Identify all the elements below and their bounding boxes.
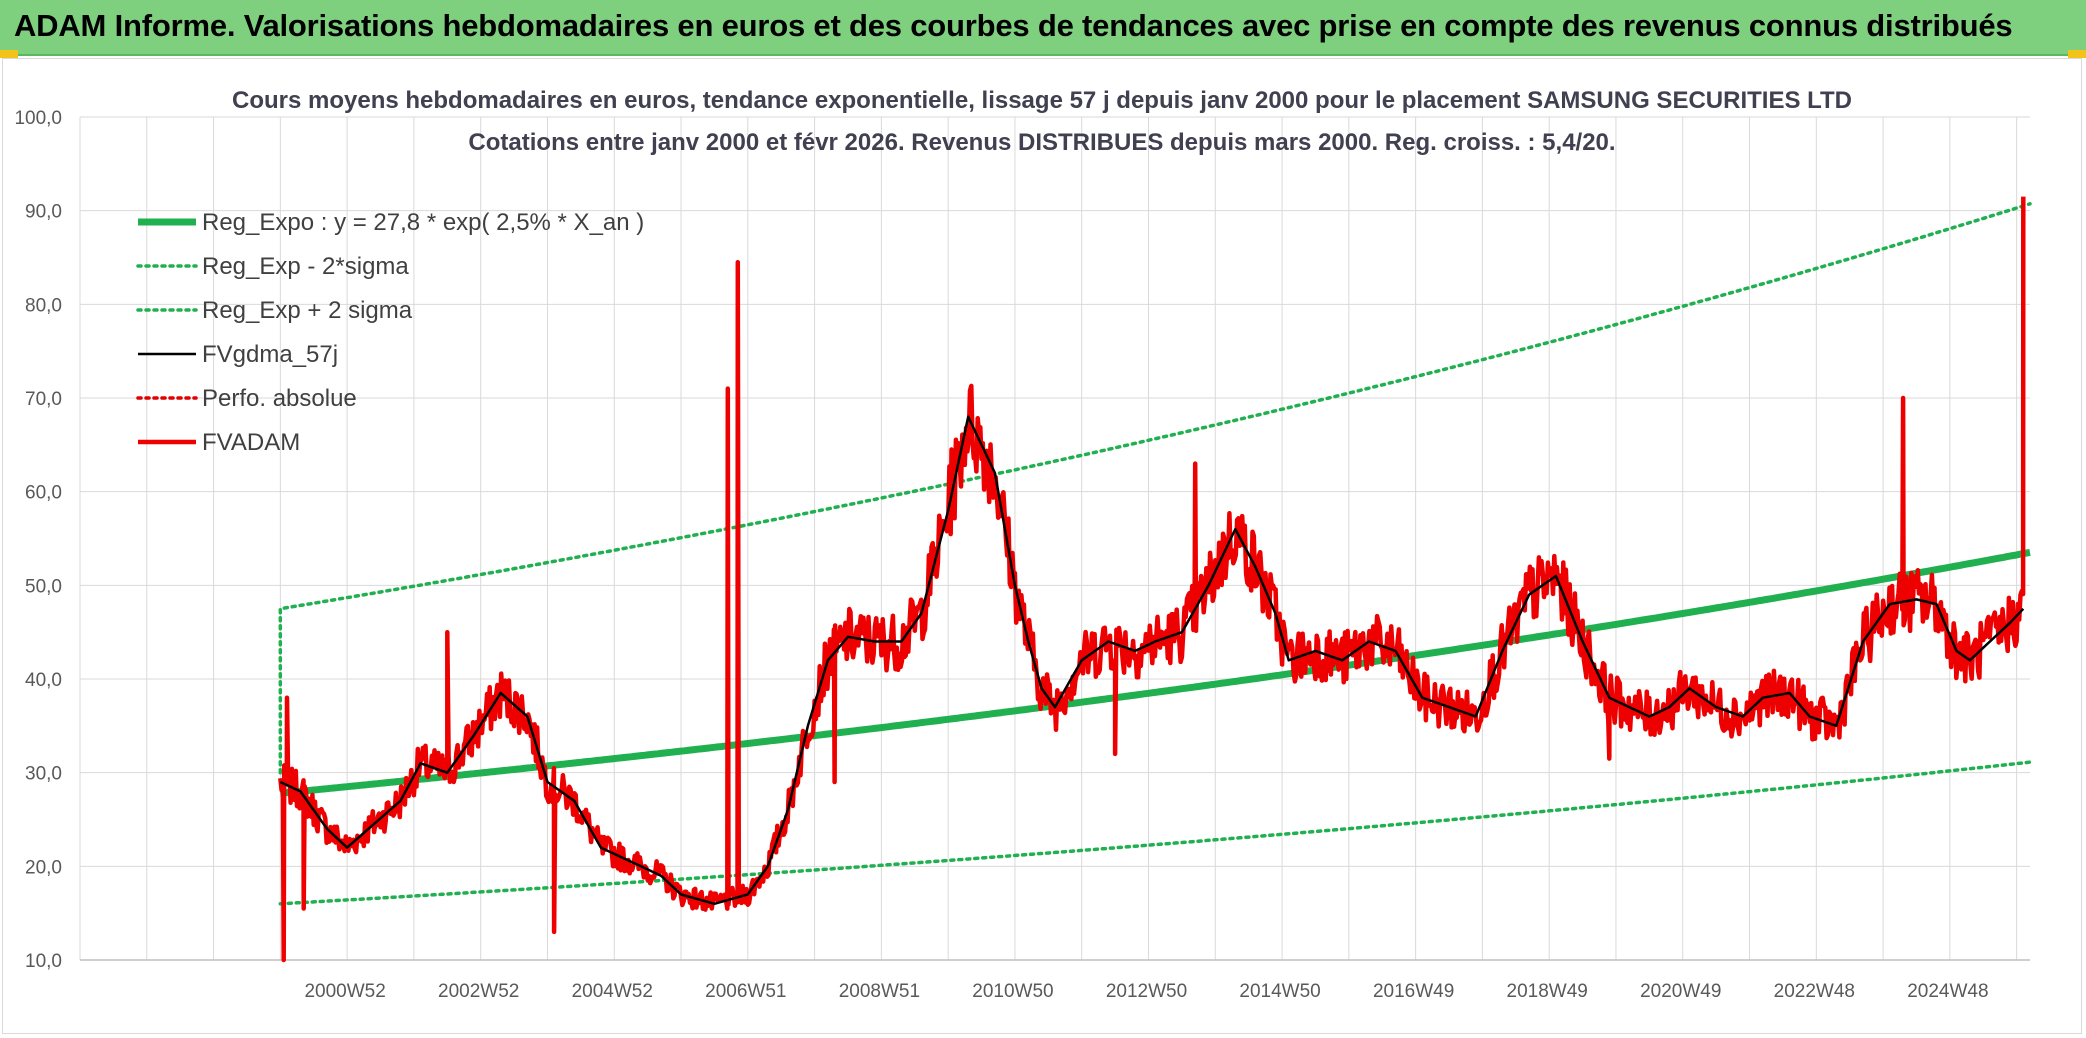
legend-label: FVADAM	[202, 429, 300, 456]
x-tick-label: 2024W48	[1907, 981, 1988, 1002]
y-tick-label: 60,0	[25, 483, 62, 504]
x-tick-label: 2008W51	[839, 981, 920, 1002]
y-tick-label: 30,0	[25, 764, 62, 785]
y-tick-label: 20,0	[25, 857, 62, 878]
x-tick-label: 2002W52	[438, 981, 519, 1002]
legend: Reg_Expo : y = 27,8 * exp( 2,5% * X_an )…	[136, 209, 644, 456]
x-tick-label: 2018W49	[1507, 981, 1588, 1002]
chart-title: Cours moyens hebdomadaires en euros, ten…	[232, 87, 1852, 114]
legend-label: Perfo. absolue	[202, 385, 357, 412]
series-line-1	[278, 760, 2032, 906]
y-tick-label: 100,0	[14, 108, 62, 129]
report-banner: ADAM Informe. Valorisations hebdomadaire…	[0, 0, 2086, 56]
x-tick-label: 2004W52	[572, 981, 653, 1002]
x-tick-label: 2020W49	[1640, 981, 1721, 1002]
series-line-2	[278, 202, 2032, 775]
y-tick-label: 90,0	[25, 202, 62, 223]
x-tick-label: 2010W50	[972, 981, 1053, 1002]
chart-frame	[2, 58, 2082, 1034]
x-tick-label: 2016W49	[1373, 981, 1454, 1002]
legend-label: Reg_Exp + 2 sigma	[202, 297, 413, 324]
legend-label: FVgdma_57j	[202, 341, 338, 368]
legend-label: Reg_Expo : y = 27,8 * exp( 2,5% * X_an )	[202, 209, 644, 236]
banner-corner-right	[2068, 50, 2086, 58]
y-tick-label: 80,0	[25, 295, 62, 316]
y-tick-label: 40,0	[25, 670, 62, 691]
x-tick-label: 2014W50	[1239, 981, 1320, 1002]
series-line-3	[279, 415, 2025, 906]
banner-corner-left	[0, 50, 18, 58]
series-line-0	[279, 548, 2031, 797]
axes: 10,0 20,0 30,0 40,0 50,0 60,0 70,0 80,0 90,0 100,…	[14, 108, 2030, 1002]
y-tick-label: 50,0	[25, 576, 62, 597]
chart-subtitle: Cotations entre janv 2000 et févr 2026. …	[468, 129, 1615, 156]
x-tick-label: 2006W51	[705, 981, 786, 1002]
x-tick-label: 2000W52	[304, 981, 385, 1002]
report-title: ADAM Informe. Valorisations hebdomadaire…	[14, 8, 2013, 43]
x-tick-label: 2012W50	[1106, 981, 1187, 1002]
gridlines	[79, 116, 2030, 961]
x-tick-label: 2022W48	[1774, 981, 1855, 1002]
y-tick-label: 70,0	[25, 389, 62, 410]
y-tick-label: 10,0	[25, 951, 62, 972]
series	[278, 196, 2032, 963]
legend-label: Reg_Exp - 2*sigma	[202, 253, 409, 280]
